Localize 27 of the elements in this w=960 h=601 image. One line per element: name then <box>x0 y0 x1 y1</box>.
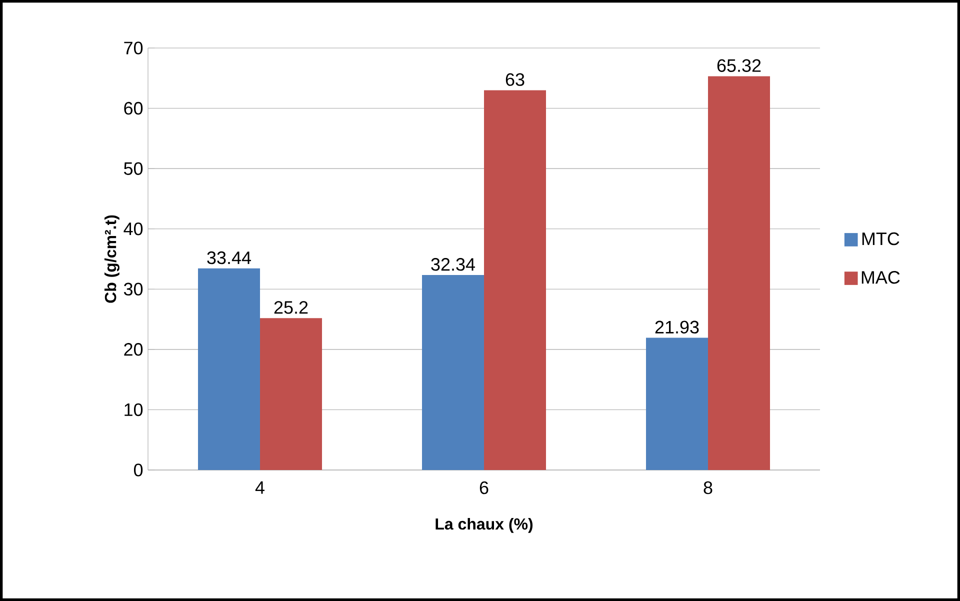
y-tick-label: 70 <box>124 42 143 54</box>
data-label: 65.32 <box>717 59 761 72</box>
legend-label: MAC <box>862 271 900 284</box>
y-tick-label: 0 <box>134 464 143 476</box>
x-tick-label: 6 <box>480 481 488 494</box>
data-label: 32.34 <box>431 258 475 271</box>
y-tick-label: 30 <box>124 282 143 296</box>
data-label: 21.93 <box>655 320 699 334</box>
x-axis-title: La chaux (%) <box>436 518 533 533</box>
bar <box>422 275 484 470</box>
x-tick-label: 4 <box>255 481 264 494</box>
y-tick-label: 40 <box>124 222 143 236</box>
bar <box>708 76 770 470</box>
bar <box>484 90 546 470</box>
y-tick-label: 10 <box>124 403 143 416</box>
bar <box>646 338 708 470</box>
legend-label: MTC <box>862 232 900 246</box>
x-tick-label: 8 <box>704 481 712 494</box>
y-tick-label: 50 <box>124 162 143 175</box>
data-label: 63 <box>506 73 524 86</box>
bar <box>260 318 322 470</box>
data-label: 25.2 <box>274 301 308 314</box>
y-tick-label: 60 <box>124 102 143 115</box>
bar <box>198 268 260 470</box>
data-label: 33.44 <box>207 251 251 264</box>
y-axis-title: Cb (g/cm².t) <box>104 215 120 303</box>
y-tick-label: 20 <box>124 343 143 356</box>
